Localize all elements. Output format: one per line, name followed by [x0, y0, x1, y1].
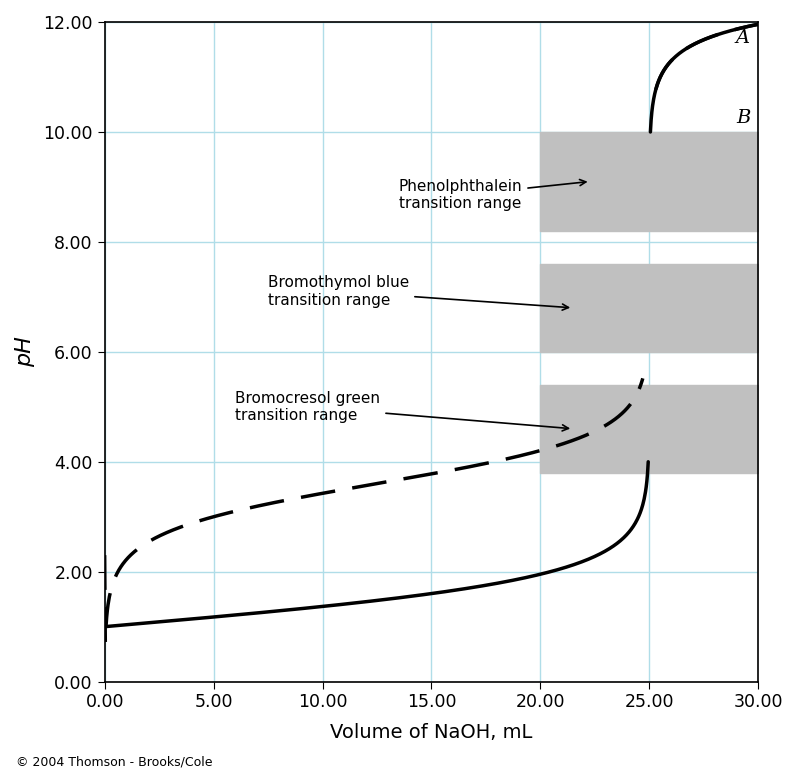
Y-axis label: pH: pH: [15, 337, 35, 367]
Text: B: B: [736, 109, 750, 127]
Text: A: A: [736, 29, 750, 48]
Text: © 2004 Thomson - Brooks/Cole: © 2004 Thomson - Brooks/Cole: [16, 755, 212, 768]
Text: Bromocresol green
transition range: Bromocresol green transition range: [235, 391, 568, 431]
Text: Phenolphthalein
transition range: Phenolphthalein transition range: [399, 179, 586, 212]
Text: Bromothymol blue
transition range: Bromothymol blue transition range: [268, 275, 568, 310]
X-axis label: Volume of NaOH, mL: Volume of NaOH, mL: [330, 723, 532, 742]
